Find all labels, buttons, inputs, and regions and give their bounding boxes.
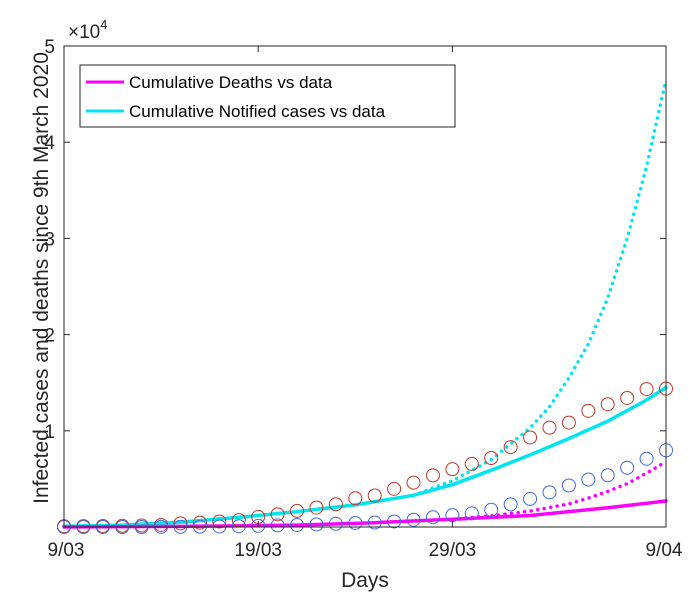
data-point-5-8: [212, 519, 227, 534]
data-point-4-16: [367, 488, 382, 503]
y-tick-label-1: 2: [44, 326, 55, 347]
data-point-5-27: [581, 472, 596, 487]
data-point-4-26: [561, 415, 576, 430]
data-point-5-17: [387, 514, 402, 529]
data-point-5-24: [523, 491, 538, 506]
data-point-4-21: [464, 456, 479, 471]
data-point-4-29: [620, 390, 635, 405]
data-point-5-22: [484, 502, 499, 517]
projection-line-series-3: [450, 459, 668, 522]
data-point-5-28: [600, 468, 615, 483]
projection-line-series-2: [411, 77, 668, 498]
legend-box: [79, 64, 456, 128]
y-tick-label-3: 4: [44, 133, 55, 154]
data-point-5-16: [367, 515, 382, 530]
y-exponent-power: 4: [100, 17, 107, 32]
legend-label-notified: Cumulative Notified cases vs data: [129, 102, 386, 121]
data-point-4-24: [523, 430, 538, 445]
data-point-5-15: [348, 515, 363, 530]
y-tick-label-2: 3: [44, 229, 55, 250]
x-tick-label-3: 9/04: [646, 540, 683, 561]
y-exponent-label: ×104: [68, 17, 107, 43]
x-tick-label-1: 19/03: [234, 540, 282, 561]
data-layer: [57, 77, 673, 534]
x-tick-label-2: 29/03: [429, 540, 477, 561]
svg-text:×104: ×104: [68, 17, 107, 43]
data-point-4-27: [581, 403, 596, 418]
data-point-4-30: [639, 382, 654, 397]
data-point-4-18: [406, 475, 421, 490]
data-point-4-8: [212, 514, 227, 529]
data-point-5-26: [561, 478, 576, 493]
data-point-4-13: [309, 500, 324, 515]
series-line-cumulative-deaths-vs-data: [62, 499, 668, 529]
data-point-4-19: [425, 468, 440, 483]
legend: Cumulative Deaths vs data Cumulative Not…: [79, 64, 456, 128]
data-point-4-14: [328, 497, 343, 512]
data-point-5-18: [406, 512, 421, 527]
data-point-4-20: [445, 462, 460, 477]
data-point-5-23: [503, 497, 518, 512]
data-point-5-14: [328, 516, 343, 531]
series-line-cumulative-notified-cases-vs-data: [62, 385, 668, 528]
data-point-4-17: [387, 481, 402, 496]
data-point-4-7: [192, 515, 207, 530]
data-point-5-25: [542, 485, 557, 500]
data-point-4-6: [173, 516, 188, 531]
x-axis-label: Days: [341, 569, 389, 592]
data-point-4-11: [270, 507, 285, 522]
data-point-5-12: [290, 518, 305, 533]
axes-box: [63, 45, 667, 528]
y-tick-label-0: 1: [44, 422, 55, 443]
y-tick-label-4: 5: [44, 37, 55, 58]
x-tick-label-0: 9/03: [48, 540, 85, 561]
data-point-4-12: [290, 503, 305, 518]
data-point-4-22: [484, 451, 499, 466]
data-point-4-23: [503, 440, 518, 455]
data-point-5-9: [231, 519, 246, 534]
data-point-5-30: [639, 451, 654, 466]
data-point-5-29: [620, 460, 635, 475]
data-point-5-11: [270, 518, 285, 533]
data-point-4-28: [600, 397, 615, 412]
axes: [63, 45, 667, 528]
data-point-4-15: [348, 491, 363, 506]
data-point-5-19: [425, 510, 440, 525]
data-point-4-25: [542, 420, 557, 435]
data-point-5-13: [309, 517, 324, 532]
y-axis-label: Infected cases and deaths since 9th Marc…: [30, 52, 53, 504]
data-point-5-21: [464, 506, 479, 521]
data-point-5-10: [251, 518, 266, 533]
tick-labels: 9/03 19/03 29/03 9/04 1 2 3 4 5: [44, 37, 682, 561]
legend-label-deaths: Cumulative Deaths vs data: [129, 73, 333, 92]
y-exponent-base: ×10: [68, 22, 100, 43]
